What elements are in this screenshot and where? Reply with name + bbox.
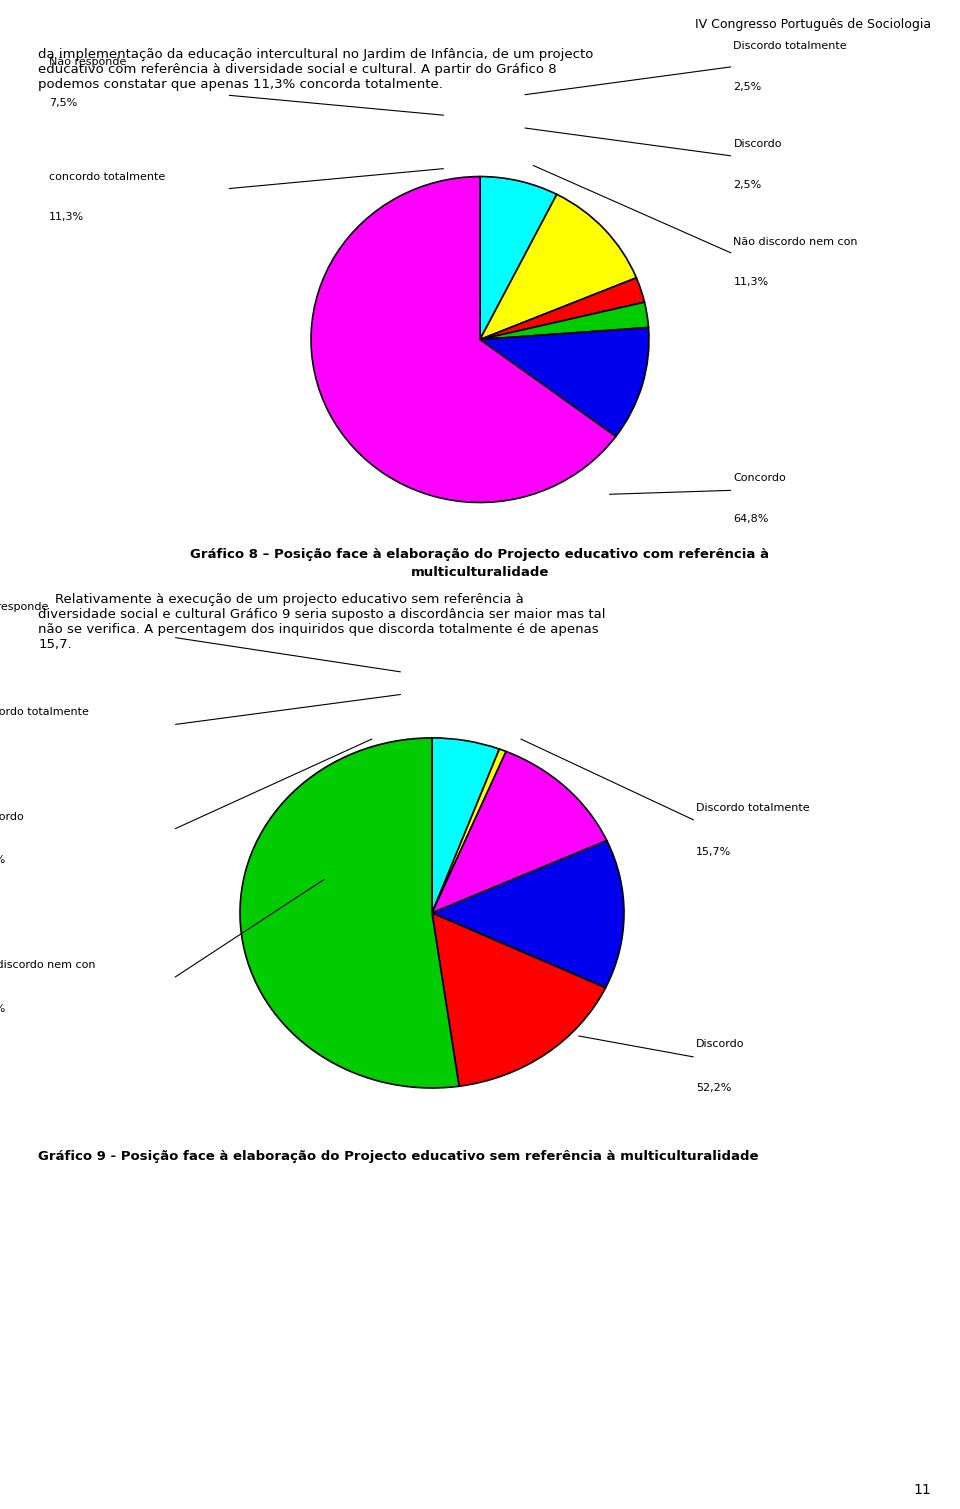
Text: 11,9%: 11,9% bbox=[0, 856, 7, 866]
Text: 52,2%: 52,2% bbox=[696, 1083, 732, 1093]
Text: Não responde: Não responde bbox=[0, 602, 49, 611]
Wedge shape bbox=[432, 748, 506, 913]
Text: Discordo: Discordo bbox=[733, 139, 782, 149]
Text: Gráfico 9 - Posição face à elaboração do Projecto educativo sem referência à mul: Gráfico 9 - Posição face à elaboração do… bbox=[38, 1150, 759, 1163]
Text: Concordo: Concordo bbox=[733, 472, 786, 483]
Text: 11: 11 bbox=[914, 1483, 931, 1497]
Wedge shape bbox=[480, 278, 644, 340]
Text: Relativamente à execução de um projecto educativo sem referência à: Relativamente à execução de um projecto … bbox=[38, 593, 524, 607]
Text: Discordo totalmente: Discordo totalmente bbox=[696, 803, 809, 813]
Text: Discordo totalmente: Discordo totalmente bbox=[733, 41, 847, 51]
Text: 2,5%: 2,5% bbox=[733, 180, 761, 190]
Text: 15,7%: 15,7% bbox=[696, 847, 732, 857]
Text: 7,5%: 7,5% bbox=[49, 98, 78, 109]
Wedge shape bbox=[240, 738, 459, 1088]
Text: concordo totalmente: concordo totalmente bbox=[49, 172, 165, 181]
Text: IV Congresso Português de Sociologia: IV Congresso Português de Sociologia bbox=[695, 18, 931, 32]
Text: podemos constatar que apenas 11,3% concorda totalmente.: podemos constatar que apenas 11,3% conco… bbox=[38, 78, 444, 92]
Text: da implementação da educação intercultural no Jardim de Infância, de um projecto: da implementação da educação intercultur… bbox=[38, 48, 594, 62]
Text: Gráfico 8 – Posição face à elaboração do Projecto educativo com referência à: Gráfico 8 – Posição face à elaboração do… bbox=[190, 548, 770, 561]
Text: não se verifica. A percentagem dos inquiridos que discorda totalmente é de apena: não se verifica. A percentagem dos inqui… bbox=[38, 623, 599, 637]
Text: Não discordo nem con: Não discordo nem con bbox=[733, 237, 858, 247]
Text: 15,7.: 15,7. bbox=[38, 638, 72, 652]
Text: Não responde: Não responde bbox=[49, 57, 127, 68]
Text: Não discordo nem con: Não discordo nem con bbox=[0, 960, 96, 970]
Text: 13,8%: 13,8% bbox=[0, 1003, 7, 1014]
Wedge shape bbox=[432, 738, 499, 913]
Wedge shape bbox=[480, 327, 649, 436]
Text: 2,5%: 2,5% bbox=[733, 81, 761, 92]
Wedge shape bbox=[432, 841, 624, 988]
Wedge shape bbox=[480, 195, 636, 340]
Wedge shape bbox=[432, 913, 606, 1086]
Text: educativo com referência à diversidade social e cultural. A partir do Gráfico 8: educativo com referência à diversidade s… bbox=[38, 63, 557, 77]
Wedge shape bbox=[432, 751, 607, 913]
Text: diversidade social e cultural Gráfico 9 seria suposto a discordância ser maior m: diversidade social e cultural Gráfico 9 … bbox=[38, 608, 606, 622]
Wedge shape bbox=[480, 177, 557, 340]
Wedge shape bbox=[480, 302, 649, 340]
Text: Discordo: Discordo bbox=[696, 1040, 745, 1049]
Text: Concordo: Concordo bbox=[0, 812, 24, 822]
Text: 11,3%: 11,3% bbox=[733, 278, 769, 288]
Text: 64,8%: 64,8% bbox=[733, 513, 769, 524]
Text: multiculturalidade: multiculturalidade bbox=[411, 566, 549, 579]
Wedge shape bbox=[311, 177, 616, 502]
Text: 11,3%: 11,3% bbox=[49, 213, 84, 222]
Text: Concordo totalmente: Concordo totalmente bbox=[0, 706, 89, 717]
